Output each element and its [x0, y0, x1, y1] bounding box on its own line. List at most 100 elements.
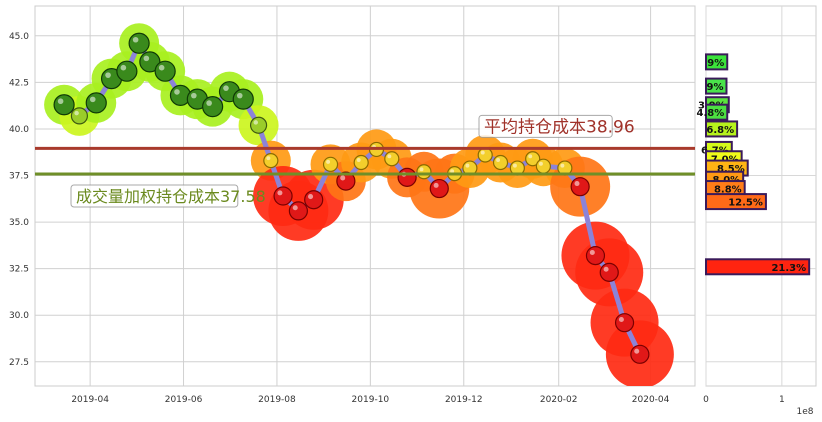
- price-point: [630, 344, 650, 364]
- price-point-highlight: [340, 175, 346, 181]
- price-point-highlight: [89, 96, 96, 103]
- volume-bar-label: 12.5%: [728, 198, 763, 209]
- y-tick-label: 45.0: [9, 32, 29, 42]
- price-point-highlight: [206, 100, 212, 106]
- price-point-highlight: [326, 159, 331, 164]
- y-tick-label: 37.5: [9, 172, 29, 182]
- price-point: [570, 177, 590, 197]
- x-tick-label: 2019-12: [445, 395, 483, 405]
- x-tick-label: 2019-06: [165, 395, 203, 405]
- price-point-highlight: [387, 154, 392, 159]
- price-point: [154, 60, 176, 82]
- volume-bar-label: 8.8%: [714, 185, 742, 196]
- price-point-highlight: [223, 85, 229, 91]
- price-point-highlight: [120, 64, 127, 71]
- price-point: [599, 262, 619, 282]
- price-point-highlight: [158, 64, 165, 71]
- volume-x-tick-label: 0: [703, 395, 709, 405]
- price-point-highlight: [57, 98, 64, 105]
- y-tick-label: 30.0: [9, 311, 29, 321]
- price-point-highlight: [253, 120, 259, 125]
- price-point-highlight: [174, 89, 180, 95]
- price-point-highlight: [512, 163, 517, 168]
- volume-axis-multiplier: 1e8: [797, 407, 814, 417]
- price-point: [232, 88, 254, 110]
- volume-bar: [705, 77, 728, 95]
- volume-bar: [705, 258, 811, 276]
- price-point-highlight: [236, 92, 243, 99]
- volume-bar: [705, 193, 767, 211]
- price-point: [202, 95, 224, 118]
- price-point-highlight: [603, 266, 609, 272]
- price-point: [128, 32, 150, 54]
- volume-bar: [705, 53, 729, 71]
- avg-cost-annotation: 平均持仓成本38.96: [484, 117, 635, 137]
- price-point-highlight: [480, 150, 485, 155]
- price-point-highlight: [433, 182, 439, 188]
- price-point: [322, 156, 339, 172]
- price-point: [53, 94, 75, 116]
- volume-bar: [705, 103, 729, 121]
- volume-bar-label: 9%: [706, 82, 723, 93]
- volume-bar-label: 9%: [707, 58, 724, 69]
- price-point-highlight: [277, 190, 283, 196]
- price-point: [288, 201, 308, 221]
- price-point: [535, 158, 551, 174]
- price-point: [70, 107, 89, 125]
- price-point: [492, 154, 509, 171]
- volume-bar-label: 21.3%: [771, 263, 806, 274]
- price-point-highlight: [618, 316, 624, 323]
- price-point-highlight: [560, 163, 565, 168]
- price-point: [384, 151, 400, 167]
- vwap-cost-annotation: 成交量加权持仓成本37.58: [76, 187, 266, 206]
- price-point-highlight: [589, 249, 595, 255]
- price-point-highlight: [465, 163, 470, 168]
- price-point: [477, 147, 493, 163]
- volume-bar-label: 4.8%: [697, 108, 725, 119]
- price-point-highlight: [528, 154, 533, 159]
- price-point: [304, 190, 324, 210]
- x-tick-label: 2019-10: [352, 395, 390, 405]
- price-point: [614, 313, 635, 333]
- volume-bar: [705, 120, 739, 138]
- y-tick-label: 32.5: [9, 265, 29, 275]
- price-point-highlight: [538, 161, 543, 166]
- price-point-highlight: [143, 55, 150, 62]
- price-point-highlight: [634, 348, 640, 354]
- price-point-highlight: [292, 205, 298, 211]
- price-point: [249, 116, 268, 134]
- volume-bar-label: 8.5%: [717, 164, 745, 175]
- price-point: [273, 186, 293, 206]
- price-point-highlight: [105, 72, 111, 78]
- price-point: [116, 60, 138, 82]
- volume-bar-label: 6.8%: [706, 125, 734, 136]
- price-point-highlight: [191, 92, 197, 99]
- y-tick-label: 35.0: [9, 218, 29, 228]
- price-point: [416, 164, 432, 180]
- price-point-highlight: [574, 181, 580, 187]
- price-point-highlight: [356, 158, 361, 162]
- x-tick-label: 2019-04: [71, 395, 109, 405]
- series-layer: [44, 23, 674, 386]
- price-point-highlight: [308, 194, 314, 200]
- x-tick-label: 2020-02: [540, 395, 578, 405]
- price-point: [85, 92, 107, 114]
- price-point: [263, 153, 279, 169]
- price-point-highlight: [266, 156, 271, 161]
- price-point-highlight: [419, 167, 424, 172]
- vwap-cost-annotation-box: [70, 184, 239, 208]
- x-tick-label: 2020-04: [632, 395, 670, 405]
- price-point: [353, 154, 369, 171]
- price-point: [397, 167, 417, 187]
- price-point-highlight: [450, 169, 455, 174]
- avg-cost-annotation-box: [478, 114, 613, 138]
- price-point: [429, 178, 449, 199]
- y-tick-label: 40.0: [9, 125, 29, 135]
- price-point-highlight: [132, 36, 139, 43]
- price-point-highlight: [74, 110, 79, 116]
- x-tick-label: 2019-08: [258, 395, 296, 405]
- y-tick-label: 27.5: [9, 358, 29, 368]
- price-point: [585, 246, 606, 266]
